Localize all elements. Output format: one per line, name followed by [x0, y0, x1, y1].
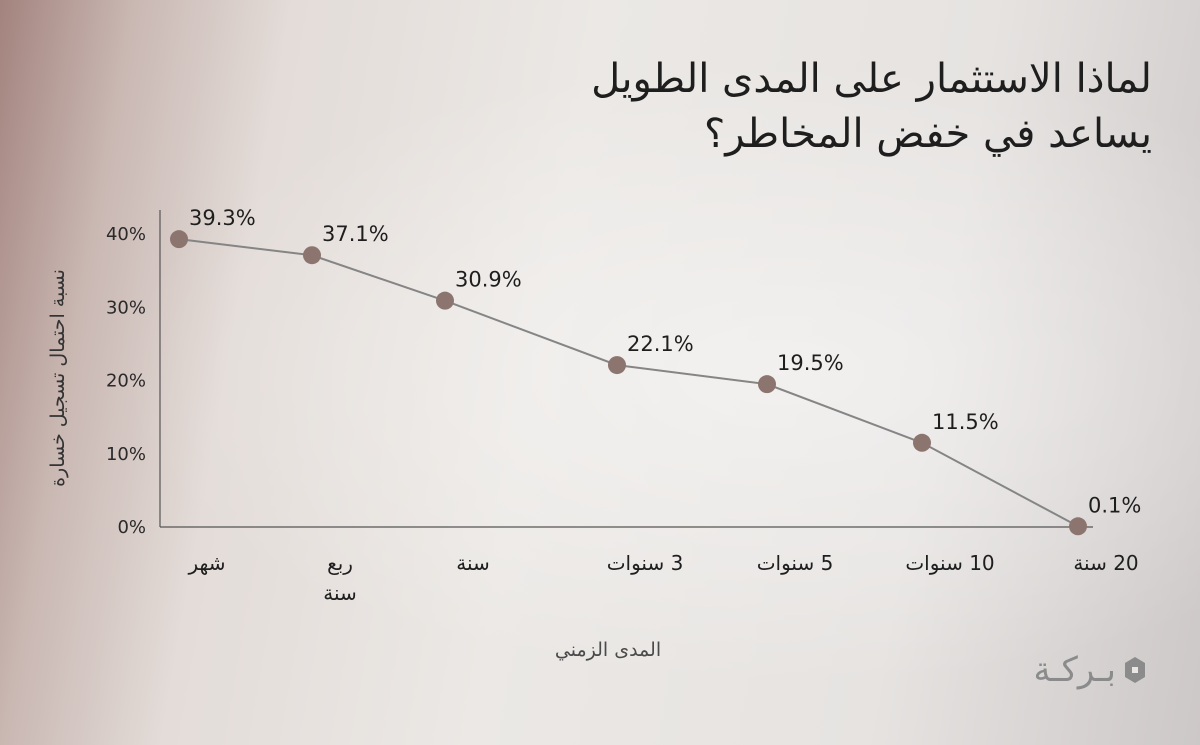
chart-title: لماذا الاستثمار على المدى الطويل يساعد ف…	[452, 52, 1152, 162]
y-tick-label: 20%	[106, 371, 146, 392]
x-tick-label: سنة	[456, 551, 490, 575]
data-point	[170, 230, 188, 249]
x-tick-label: 20 سنة	[1073, 551, 1138, 575]
data-label: 22.1%	[627, 332, 694, 356]
y-tick-label: 30%	[106, 297, 146, 318]
data-point	[913, 433, 931, 452]
data-point	[608, 356, 626, 375]
x-tick-label: 10 سنوات	[905, 551, 994, 575]
data-label: 0.1%	[1088, 493, 1141, 517]
data-label: 30.9%	[455, 268, 522, 292]
brand-mark-icon	[1125, 657, 1145, 683]
x-tick-label: شهر	[187, 551, 225, 575]
series-line	[178, 238, 1079, 528]
data-label: 11.5%	[932, 410, 999, 434]
data-point	[303, 246, 321, 265]
x-axis-label: المدى الزمني	[554, 639, 662, 661]
data-point	[1069, 517, 1087, 536]
brand-logo: بـركـة	[1033, 650, 1150, 690]
title-line-2: يساعد في خفض المخاطر؟	[703, 111, 1152, 157]
data-label: 39.3%	[189, 206, 256, 230]
data-point	[436, 291, 454, 310]
x-tick-label: سنة	[323, 581, 357, 605]
data-label: 19.5%	[777, 351, 844, 375]
x-tick-label: 5 سنوات	[757, 551, 834, 575]
data-label: 37.1%	[322, 222, 389, 246]
x-tick-label: 3 سنوات	[607, 551, 684, 575]
x-tick-label: ربع	[327, 551, 353, 575]
brand-name: بـركـة	[1033, 650, 1116, 690]
y-tick-label: 10%	[106, 444, 146, 465]
y-tick-label: 40%	[106, 224, 146, 245]
title-line-1: لماذا الاستثمار على المدى الطويل	[591, 56, 1152, 102]
data-point	[758, 375, 776, 394]
y-tick-label: 0%	[117, 517, 146, 538]
